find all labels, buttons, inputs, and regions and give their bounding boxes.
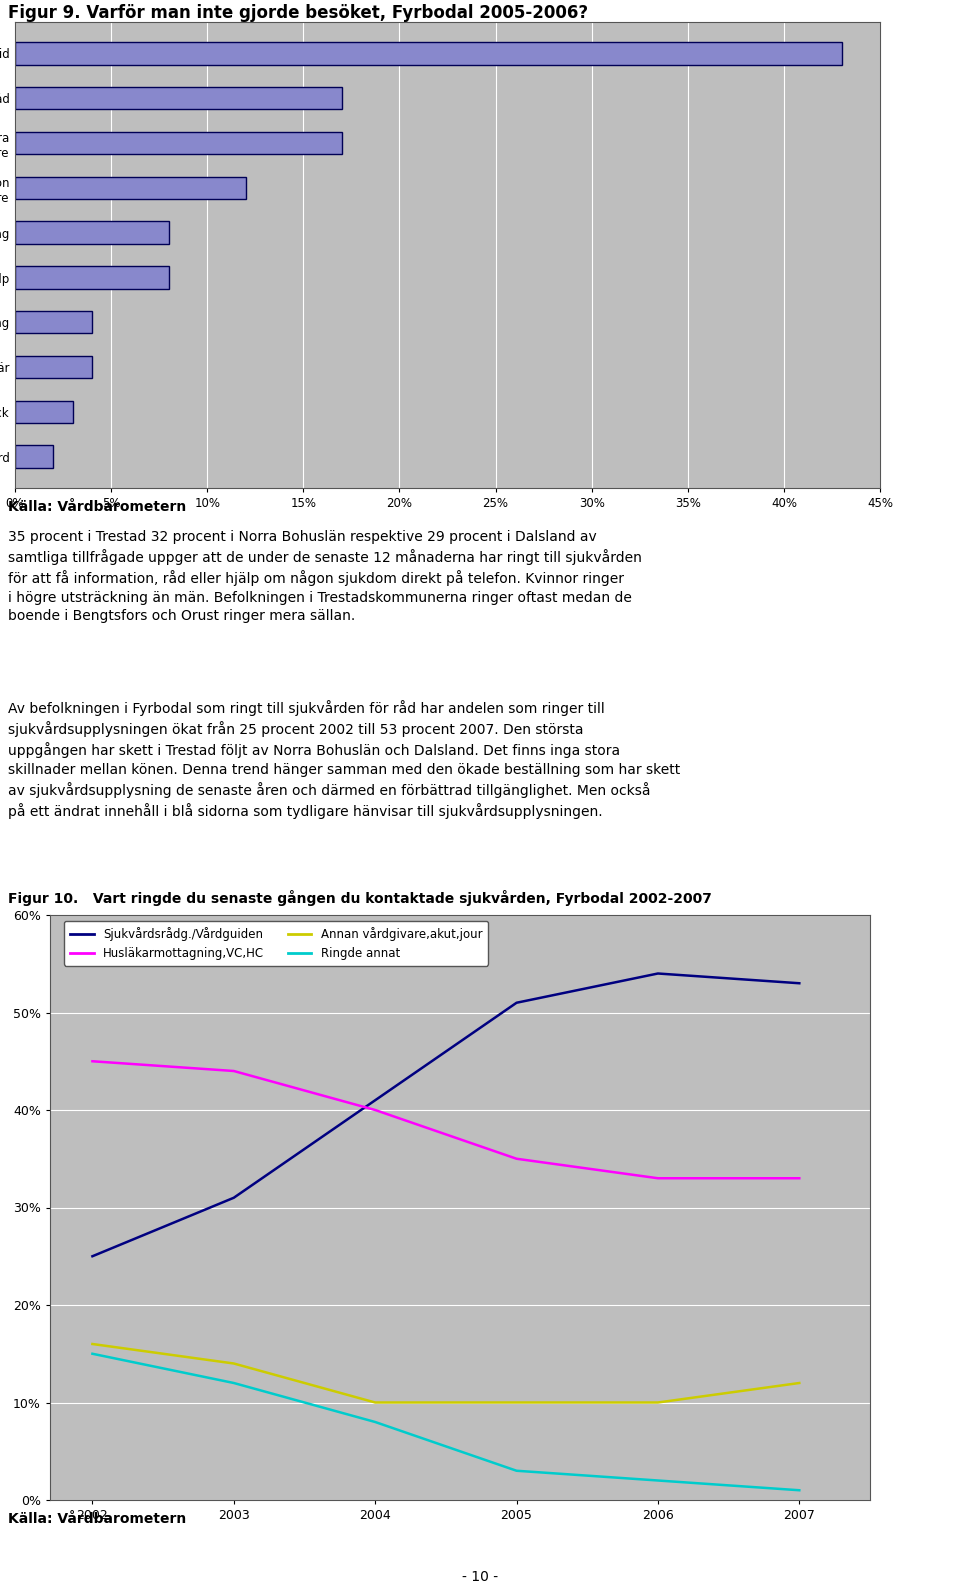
Text: Figur 9. Varför man inte gjorde besöket, Fyrbodal 2005-2006?: Figur 9. Varför man inte gjorde besöket,… (8, 5, 588, 22)
Bar (15, 311, 92, 333)
Text: 35 procent i Trestad 32 procent i Norra Bohuslän respektive 29 procent i Dalslan: 35 procent i Trestad 32 procent i Norra … (8, 530, 642, 623)
Bar (15, 446, 54, 468)
Text: - 10 -: - 10 - (462, 1571, 498, 1583)
Text: Figur 10.   Vart ringde du senaste gången du kontaktade sjukvården, Fyrbodal 200: Figur 10. Vart ringde du senaste gången … (8, 890, 712, 906)
Text: Källa: Vårdbarometern: Källa: Vårdbarometern (8, 1512, 186, 1526)
Bar (15, 177, 246, 199)
Legend: Sjukvårdsrådg./Vårdguiden, Husläkarmottagning,VC,HC, Annan vårdgivare,akut,jour,: Sjukvårdsrådg./Vårdguiden, Husläkarmotta… (64, 921, 489, 965)
Bar (15, 88, 342, 110)
Bar (15, 266, 169, 288)
Text: Av befolkningen i Fyrbodal som ringt till sjukvården för råd har andelen som rin: Av befolkningen i Fyrbodal som ringt til… (8, 699, 681, 819)
Bar (15, 355, 92, 378)
Bar (15, 41, 842, 65)
Text: Källa: Vårdbarometern: Källa: Vårdbarometern (8, 500, 186, 515)
Bar (15, 221, 169, 244)
Bar (15, 132, 342, 155)
Bar (15, 400, 73, 424)
